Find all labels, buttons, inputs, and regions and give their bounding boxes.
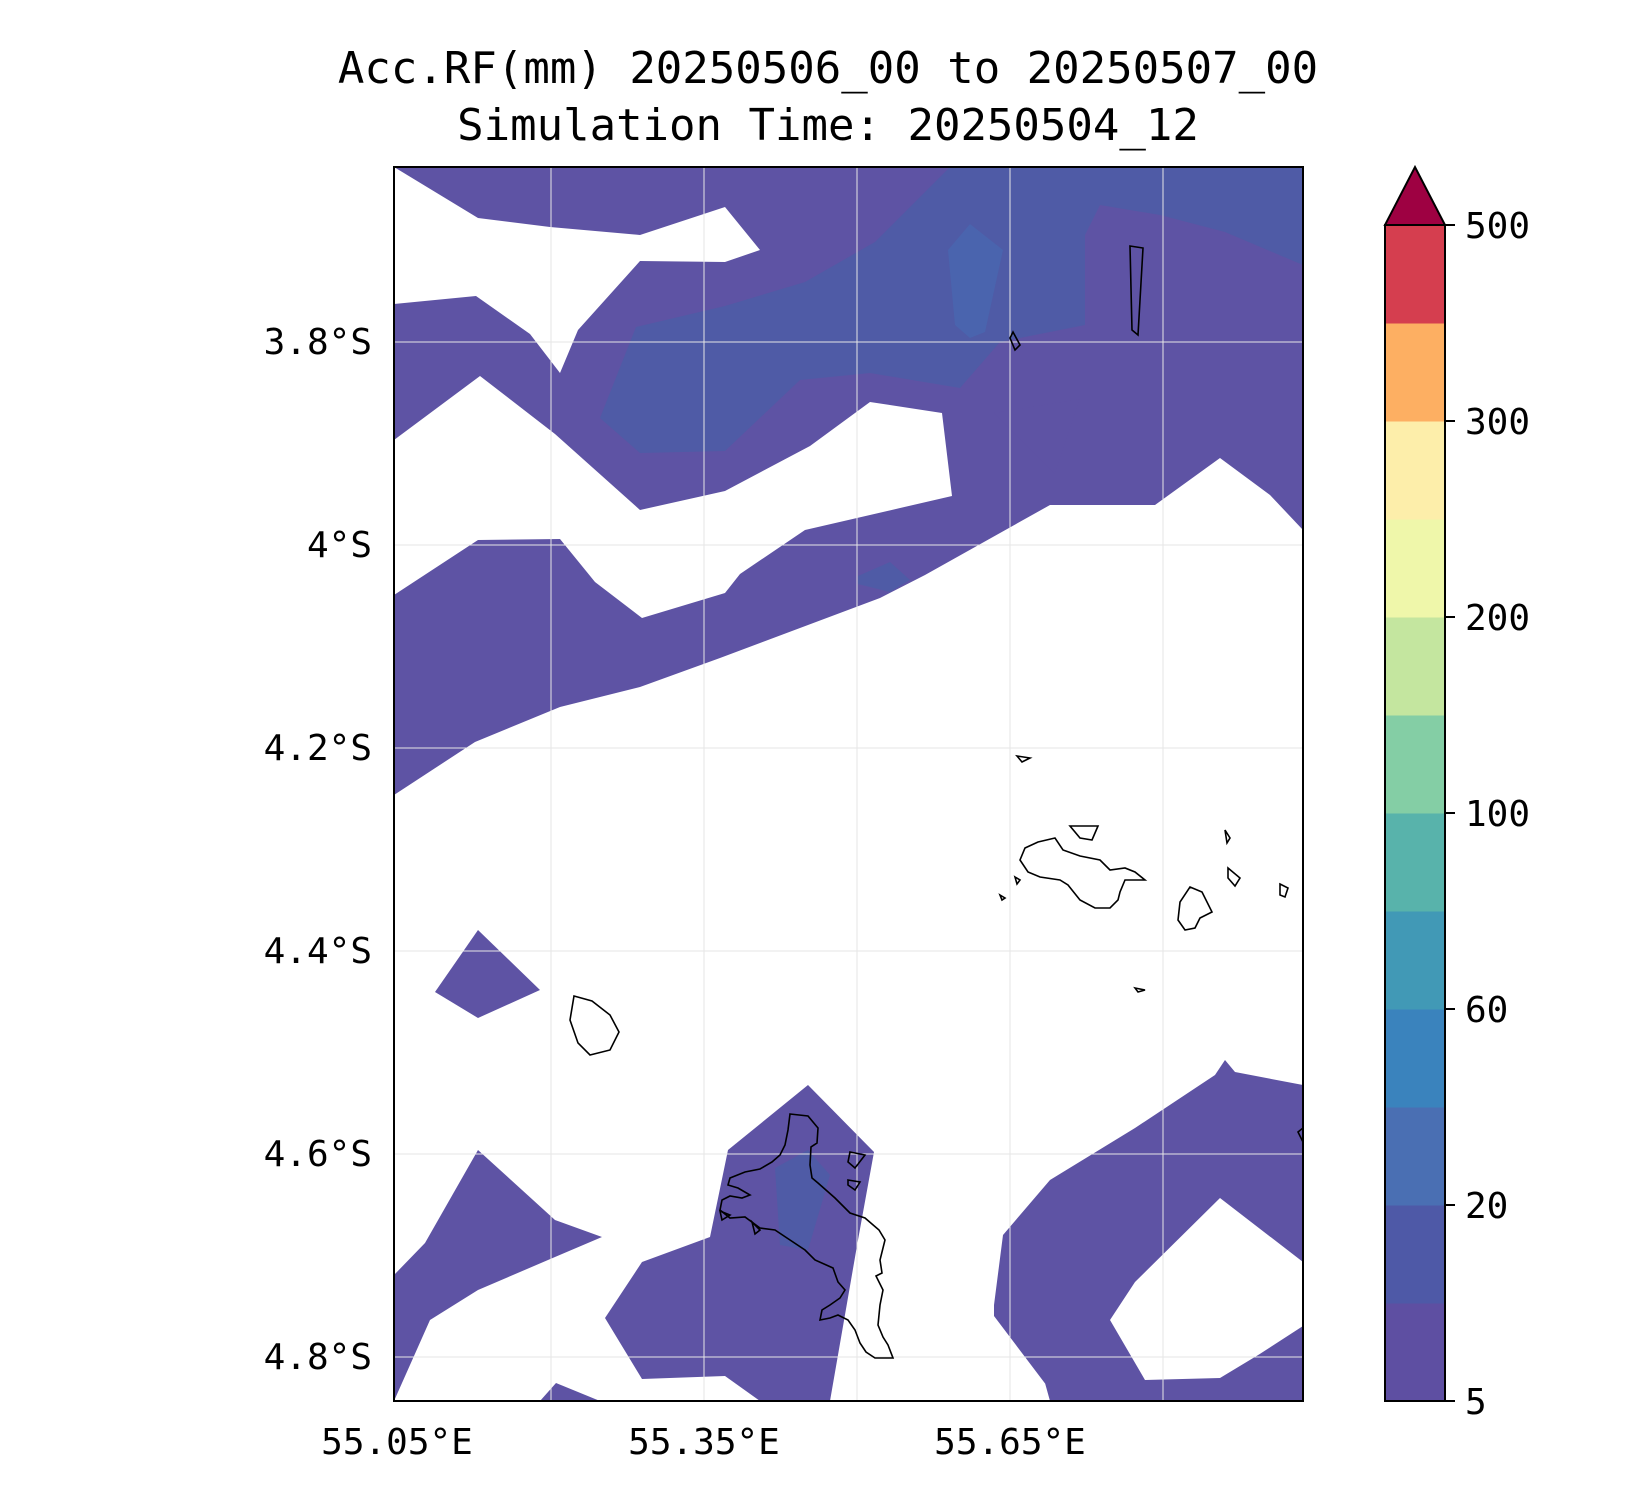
rainfall-spot-center bbox=[858, 562, 910, 592]
rainfall-core-north-2 bbox=[948, 224, 1003, 338]
lat-tick-label: 4.4°S bbox=[264, 931, 372, 972]
rainfall-region-northeast bbox=[994, 399, 1080, 474]
lon-tick-label: 55.05°E bbox=[321, 1422, 473, 1463]
colorbar-segment bbox=[1385, 1303, 1445, 1402]
map-panel bbox=[393, 166, 1304, 1402]
longitude-axis-labels: 55.05°E 55.35°E 55.65°E bbox=[321, 1422, 1086, 1463]
colorbar-tick-label: 60 bbox=[1465, 990, 1508, 1031]
colorbar-segment bbox=[1385, 519, 1445, 618]
figure-title: Acc.RF(mm) 20250506_00 to 20250507_00 bbox=[338, 43, 1318, 94]
rainfall-region-southeast bbox=[994, 1060, 1303, 1401]
coastlines bbox=[569, 245, 1303, 1359]
colorbar-segment bbox=[1385, 715, 1445, 814]
islet-coastline bbox=[1068, 825, 1100, 841]
lat-tick-label: 3.8°S bbox=[264, 322, 372, 363]
lat-tick-label: 4°S bbox=[307, 525, 372, 566]
colorbar-tick-label: 100 bbox=[1465, 794, 1530, 835]
rainfall-core-north bbox=[600, 167, 1303, 453]
island-coastline-mahe bbox=[719, 1113, 895, 1359]
map-gridlines bbox=[394, 167, 1303, 1401]
rainfall-contours bbox=[394, 167, 1303, 1401]
colorbar-segment bbox=[1385, 1009, 1445, 1108]
colorbar-segment bbox=[1385, 911, 1445, 1010]
colorbar-segment bbox=[1385, 421, 1445, 520]
islet-coastline bbox=[750, 1219, 762, 1236]
lon-tick-label: 55.35°E bbox=[628, 1422, 780, 1463]
islet-coastline bbox=[1015, 754, 1033, 763]
lat-tick-label: 4.2°S bbox=[264, 728, 372, 769]
map-frame bbox=[393, 166, 1304, 1402]
colorbar-extend-arrow bbox=[1383, 164, 1447, 226]
rainfall-region-south-strip bbox=[540, 1383, 600, 1401]
colorbar-segment bbox=[1385, 1205, 1445, 1304]
island-coastline-west bbox=[569, 994, 620, 1056]
colorbar-tick-label: 20 bbox=[1465, 1186, 1508, 1227]
islet-coastline bbox=[998, 893, 1007, 902]
islet-coastline bbox=[847, 1179, 862, 1192]
islet-coastline bbox=[1129, 245, 1144, 337]
islet-coastline bbox=[718, 1209, 732, 1222]
rainfall-region-west-patch bbox=[435, 930, 540, 1018]
colorbar-segment bbox=[1385, 617, 1445, 716]
islet-coastline bbox=[1279, 882, 1289, 899]
islet-coastline bbox=[847, 1151, 867, 1170]
lon-tick-label: 55.65°E bbox=[934, 1422, 1086, 1463]
colorbar-tick-label: 200 bbox=[1465, 598, 1530, 639]
island-coastline-la-digue bbox=[1177, 886, 1214, 931]
colorbar-segment bbox=[1385, 225, 1445, 324]
colorbar-segment bbox=[1385, 813, 1445, 912]
island-coastline-praslin bbox=[1019, 837, 1148, 909]
islet-coastline bbox=[1227, 866, 1242, 888]
islet-coastline bbox=[1133, 986, 1146, 993]
lat-tick-label: 4.8°S bbox=[264, 1337, 372, 1378]
figure-subtitle: Simulation Time: 20250504_12 bbox=[457, 100, 1199, 151]
islet-coastline bbox=[1009, 330, 1021, 352]
colorbar-tick-label: 5 bbox=[1465, 1382, 1487, 1423]
islet-coastline bbox=[1224, 829, 1231, 846]
colorbar: 5 20 60 100 200 300 500 bbox=[1383, 164, 1530, 1423]
islet-coastline bbox=[1013, 875, 1022, 886]
latitude-axis-labels: 3.8°S 4°S 4.2°S 4.4°S 4.6°S 4.8°S bbox=[264, 322, 372, 1378]
lat-tick-label: 4.6°S bbox=[264, 1134, 372, 1175]
colorbar-tick-label: 300 bbox=[1465, 402, 1530, 443]
rainfall-core-south-central bbox=[775, 1150, 830, 1250]
colorbar-tick-label: 500 bbox=[1465, 206, 1530, 247]
islet-coastline bbox=[1296, 1126, 1303, 1143]
colorbar-segment bbox=[1385, 1107, 1445, 1206]
colorbar-segment bbox=[1385, 323, 1445, 422]
rainfall-region-southwest bbox=[394, 1150, 602, 1401]
